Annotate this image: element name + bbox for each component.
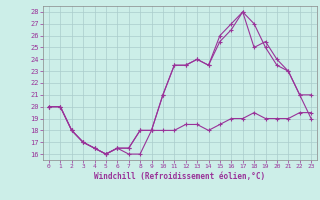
X-axis label: Windchill (Refroidissement éolien,°C): Windchill (Refroidissement éolien,°C) [94,172,266,181]
